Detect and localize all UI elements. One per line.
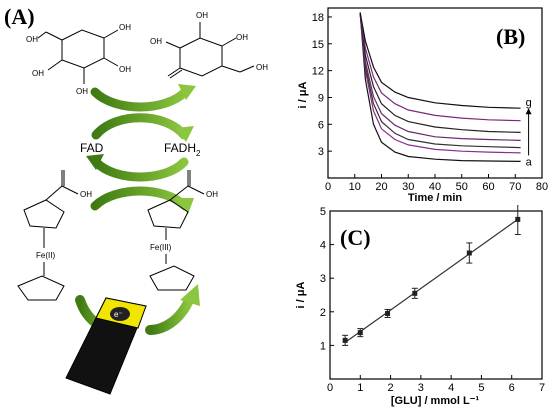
gluconolactone-structure xyxy=(165,22,255,79)
glucose-oh-3: OH xyxy=(76,87,88,96)
glucose-oh-4: OH xyxy=(119,65,131,74)
chart-c-point xyxy=(412,290,418,296)
calibration-chart: 0 1 2 3 4 5 6 7 1 2 3 4 5 (C) [GLU] / mmol L⁻¹ i / μ… xyxy=(295,205,545,407)
fadh-label: FADH xyxy=(164,141,196,155)
lactone-oh-2: OH xyxy=(150,37,162,46)
fadh2-oxidation-arrow-icon xyxy=(91,157,189,182)
fe3-acid-oh: OH xyxy=(206,190,218,199)
chart-c-ytick-label: 5 xyxy=(320,206,326,218)
chart-c-ytick-label: 2 xyxy=(320,307,326,319)
chart-b-ytick-label: 6 xyxy=(318,119,324,131)
chart-b-annotation-first: a xyxy=(526,156,533,168)
electron-label: e⁻ xyxy=(114,310,123,319)
chart-b-xtick-label: 30 xyxy=(402,181,414,193)
chart-b-xtick-label: 50 xyxy=(456,181,468,193)
chart-c-ytick-label: 4 xyxy=(320,240,326,252)
chart-c-ytick-label: 1 xyxy=(320,340,326,352)
chart-c-xtick-label: 2 xyxy=(388,382,394,394)
chart-b-series-g xyxy=(359,12,521,109)
fe2-center-label: Fe(II) xyxy=(36,251,55,260)
chart-b-xtick-label: 80 xyxy=(536,181,548,193)
chart-b-annotation-last: g xyxy=(526,97,532,109)
glucose-oh-2: OH xyxy=(32,69,44,78)
chart-b-series-a xyxy=(359,12,521,162)
chart-c-point xyxy=(342,337,348,343)
fadh-subscript: 2 xyxy=(196,149,201,158)
chart-c-point xyxy=(385,310,391,316)
chart-b-ytick-label: 9 xyxy=(318,92,324,104)
chart-b-series-b xyxy=(359,12,521,154)
panel-c-label: (C) xyxy=(340,225,371,250)
chart-b-xtick-label: 60 xyxy=(482,181,494,193)
chart-b-ytick-label: 3 xyxy=(318,146,324,158)
chart-b-xtick-label: 40 xyxy=(429,181,441,193)
chart-c-xtick-label: 5 xyxy=(478,382,484,394)
chart-c-ylabel: i / μA xyxy=(295,281,307,308)
ferrocene-fe3-structure xyxy=(147,170,205,291)
chart-b-trend-arrowhead-icon xyxy=(525,108,532,115)
glucose-structure xyxy=(37,29,119,84)
chart-c-xtick-label: 3 xyxy=(418,382,424,394)
chart-c-xlabel: [GLU] / mmol L⁻¹ xyxy=(391,395,480,407)
chart-b-xtick-label: 70 xyxy=(509,181,521,193)
chart-b-xtick-label: 20 xyxy=(375,181,387,193)
chart-c-xtick-label: 6 xyxy=(509,382,515,394)
ferrocene-fe2-structure xyxy=(17,170,79,301)
chart-c-point xyxy=(357,330,363,336)
fad-label: FAD xyxy=(80,141,104,155)
chart-c-point xyxy=(515,216,521,222)
fad-reduction-arrow-icon xyxy=(91,113,189,140)
fe2-acid-oh: OH xyxy=(80,190,92,199)
fad-reduction-arrowhead-icon xyxy=(176,126,194,142)
chart-b-xtick-label: 10 xyxy=(349,181,361,193)
chart-b-xtick-label: 0 xyxy=(325,181,331,193)
ferrocene-arrowhead-icon xyxy=(176,198,194,214)
reaction-scheme: (A) OH OH OH OH OH OH OH OH OH FAD FADH2 xyxy=(4,4,268,395)
chart-b-xlabel: Time / min xyxy=(408,192,462,204)
glucose-oh-5: OH xyxy=(119,23,131,32)
chart-b-series-d xyxy=(359,12,521,141)
svg-text:FADH2: FADH2 xyxy=(164,141,201,158)
oxidation-arrowhead-icon xyxy=(178,84,196,100)
chart-c-ytick-label: 3 xyxy=(320,273,326,285)
chart-c-point xyxy=(466,250,472,256)
chart-c-xtick-label: 1 xyxy=(357,382,363,394)
chart-b-series-e xyxy=(359,12,521,133)
chart-b-series-c xyxy=(359,12,521,149)
electron-arrowhead-icon xyxy=(180,284,200,306)
chart-b-ytick-label: 15 xyxy=(312,39,324,51)
panel-b-label: (B) xyxy=(496,24,525,49)
electrode-icon xyxy=(65,297,147,395)
fe3-center-label: Fe(III) xyxy=(150,243,172,252)
electron-transfer-arrow-right-icon xyxy=(145,293,195,335)
chart-c-plot-frame xyxy=(329,210,543,380)
chronoamperogram-chart: 0 10 20 30 40 50 60 70 80 3 6 9 12 15 18 a g (B) Time / … xyxy=(297,7,548,204)
chart-c-xtick-label: 0 xyxy=(327,382,333,394)
chart-c-fit-line xyxy=(344,218,519,343)
lactone-oh-4: OH xyxy=(256,63,268,72)
chart-b-ytick-label: 12 xyxy=(312,66,324,78)
ferrocene-reduction-arrow-icon xyxy=(90,186,190,211)
lactone-oh-1: OH xyxy=(196,11,208,20)
chart-c-xtick-label: 4 xyxy=(448,382,454,394)
chart-c-xtick-label: 7 xyxy=(539,382,545,394)
lactone-oh-3: OH xyxy=(236,33,248,42)
oxidation-arrow-icon xyxy=(90,87,190,112)
chart-b-ylabel: i / μA xyxy=(297,81,309,108)
glucose-oh-1: OH xyxy=(26,35,38,44)
panel-a-label: (A) xyxy=(4,4,35,29)
chart-b-series-f xyxy=(359,12,521,122)
chart-b-ytick-label: 18 xyxy=(312,12,324,24)
fadh2-arrowhead-icon xyxy=(86,154,104,170)
